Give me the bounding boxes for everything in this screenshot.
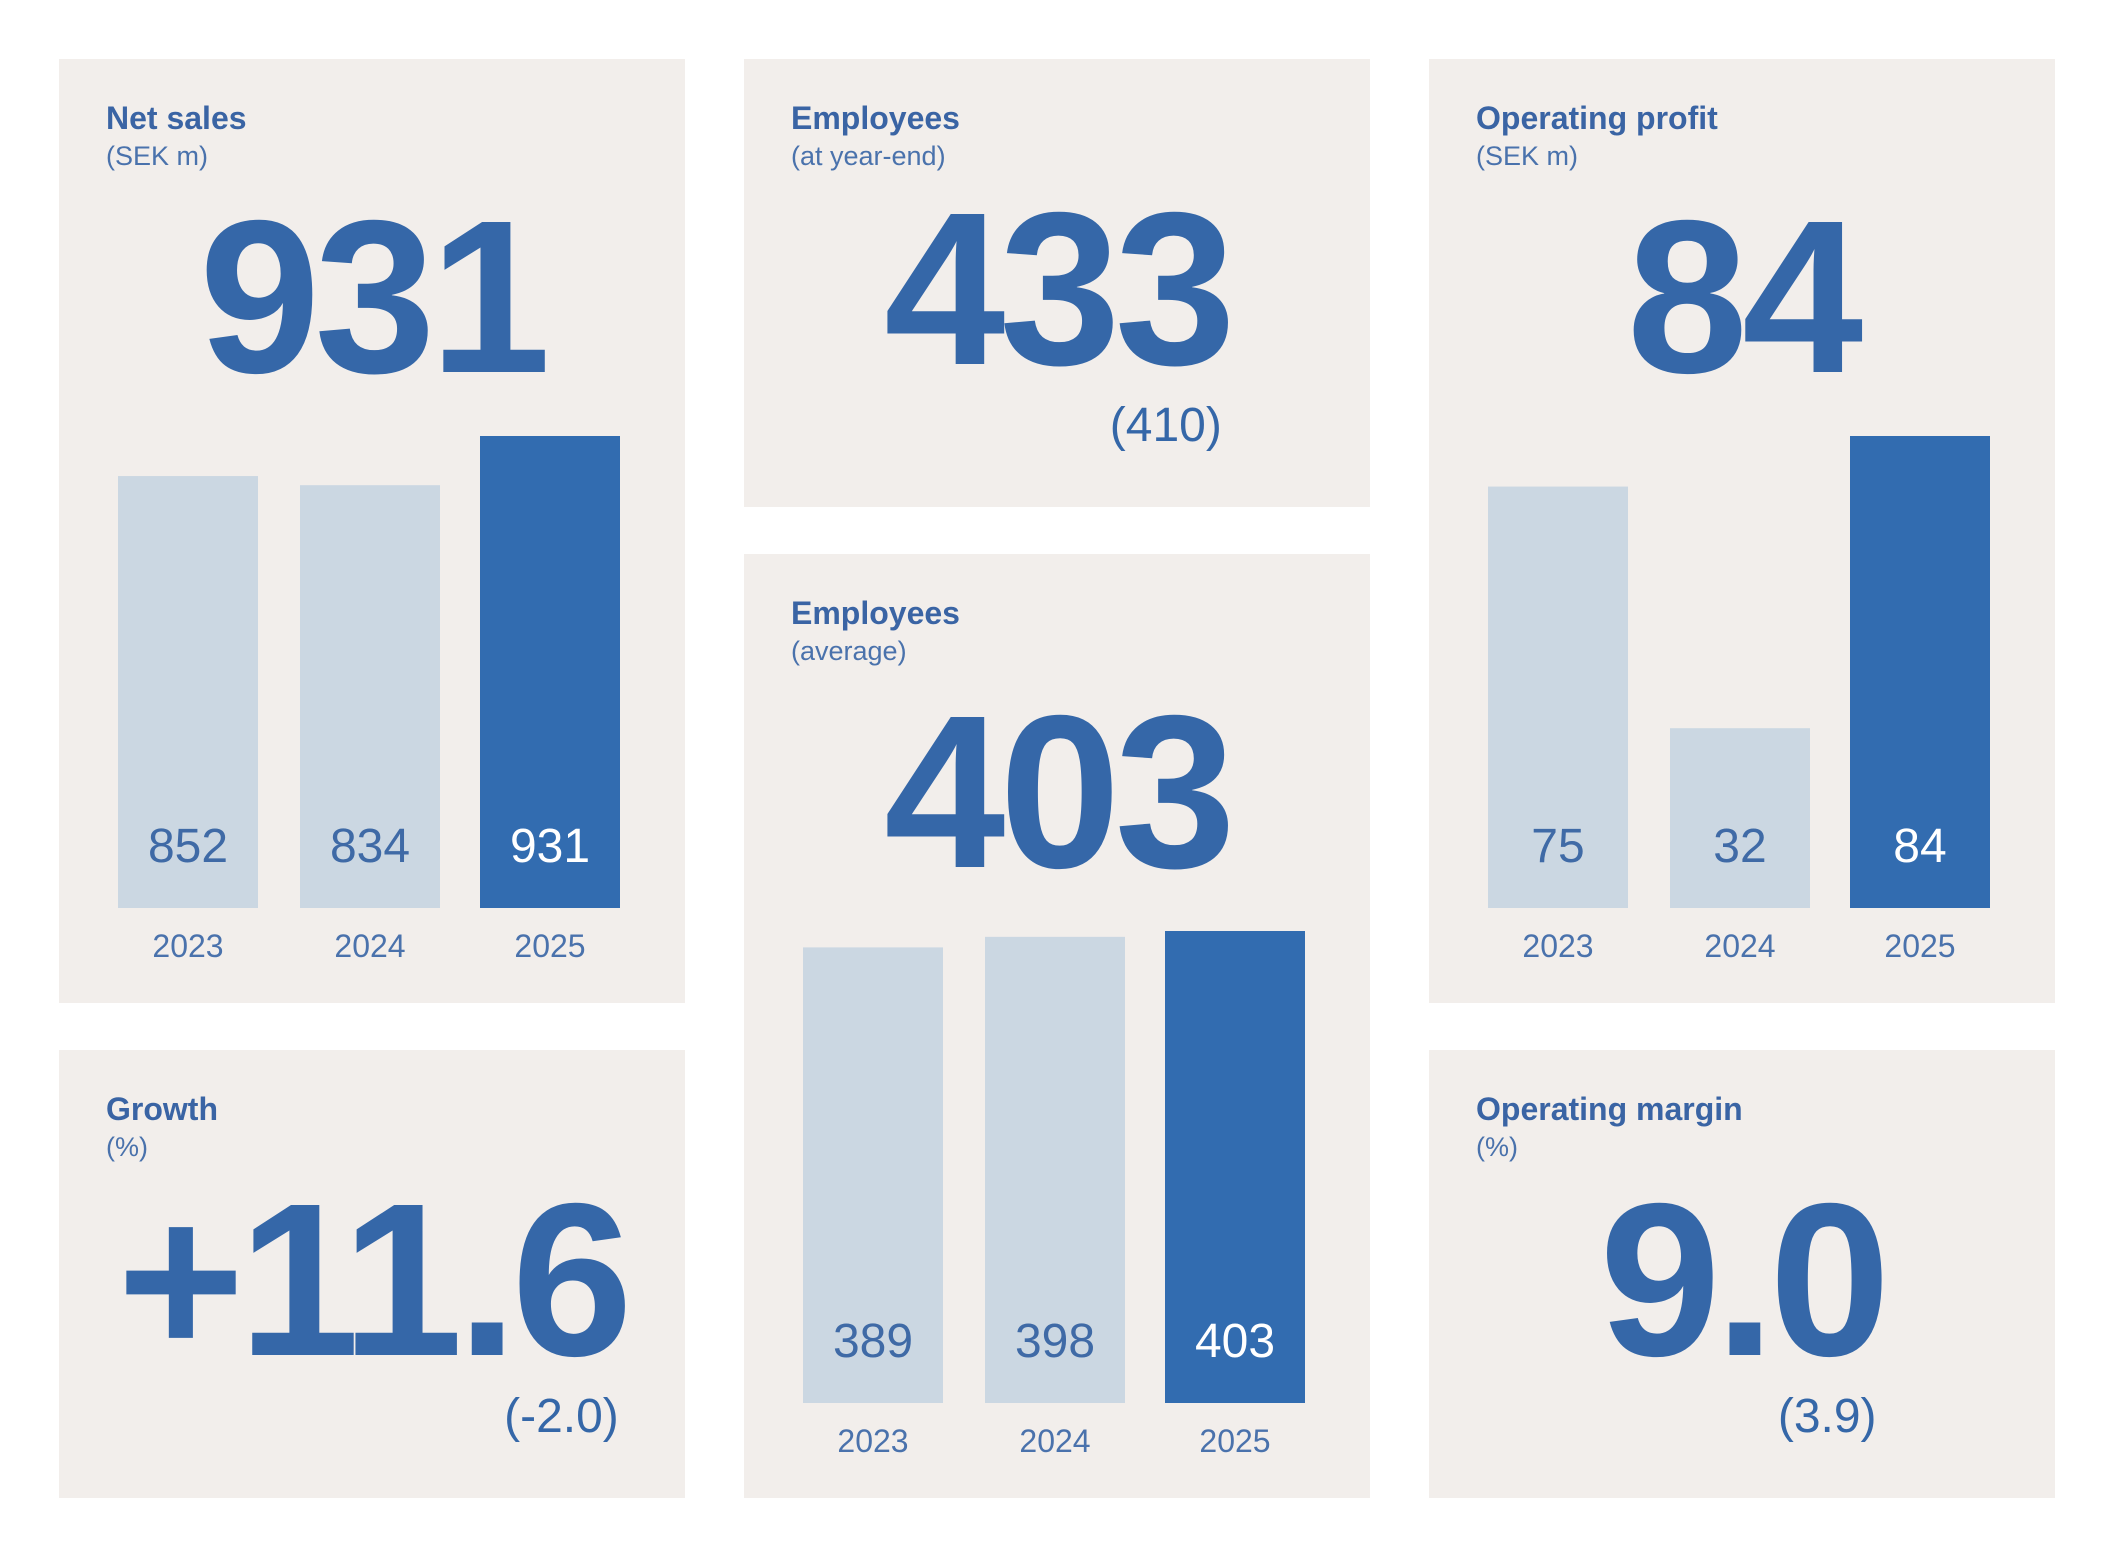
kpi-value: +11.6 [117,1159,627,1402]
bar-value-label: 398 [1015,1315,1095,1368]
card-title: Net sales [106,100,247,136]
kpi-value: 931 [199,176,545,419]
card-subtitle: (average) [791,636,907,666]
x-tick-label: 2025 [1199,1423,1270,1459]
bar [1165,931,1305,1403]
card-background [59,1050,685,1498]
bar [480,436,620,908]
kpi-card: Growth (%)+11.6(-2.0) [59,1050,685,1498]
card-title: Employees [791,595,960,631]
card-subtitle: (at year-end) [791,141,946,171]
kpi-value: 84 [1627,176,1863,419]
kpi-card: Net sales (SEK m) 931 852 2023 834 2024 931 2025 [59,59,685,1003]
bar-value-label: 852 [148,820,228,873]
kpi-previous: (3.9) [1778,1390,1877,1443]
bar-value-label: 389 [833,1315,913,1368]
bar [985,936,1125,1403]
bar-value-label: 32 [1713,820,1766,873]
bar-value-label: 931 [510,820,590,873]
bar [1850,436,1990,908]
bar [803,947,943,1403]
kpi-card: Employees (at year-end)433(410) [744,59,1370,507]
x-tick-label: 2024 [1704,928,1775,964]
x-tick-label: 2025 [514,928,585,964]
card-subtitle: (SEK m) [106,141,208,171]
bar-value-label: 403 [1195,1315,1275,1368]
card-title: Growth [106,1091,218,1127]
bar-value-label: 75 [1531,820,1584,873]
kpi-card: Employees (average) 403 389 2023 398 2024 403 20… [744,554,1370,1498]
kpi-value: 9.0 [1599,1159,1884,1402]
kpi-value: 403 [884,671,1230,914]
x-tick-label: 2024 [334,928,405,964]
kpi-previous: (410) [1110,399,1222,452]
x-tick-label: 2025 [1884,928,1955,964]
bar [118,476,258,908]
kpi-card: Operating profit (SEK m) 84 75 2023 32 2024 84 2… [1429,59,2055,1003]
card-title: Operating margin [1476,1091,1743,1127]
x-tick-label: 2023 [837,1423,908,1459]
bar [1670,728,1810,908]
card-subtitle: (%) [106,1132,148,1162]
card-subtitle: (%) [1476,1132,1518,1162]
bar [1488,486,1628,908]
x-tick-label: 2023 [1522,928,1593,964]
kpi-previous: (-2.0) [504,1390,619,1443]
card-title: Operating profit [1476,100,1718,136]
bar [300,485,440,908]
card-subtitle: (SEK m) [1476,141,1578,171]
x-tick-label: 2024 [1019,1423,1090,1459]
bar-value-label: 84 [1893,820,1946,873]
x-tick-label: 2023 [152,928,223,964]
card-background [1429,1050,2055,1498]
card-title: Employees [791,100,960,136]
bar-value-label: 834 [330,820,410,873]
kpi-card: Operating margin (%) 9.0(3.9) [1429,1050,2055,1498]
card-background [744,59,1370,507]
kpi-value: 433 [884,168,1230,411]
